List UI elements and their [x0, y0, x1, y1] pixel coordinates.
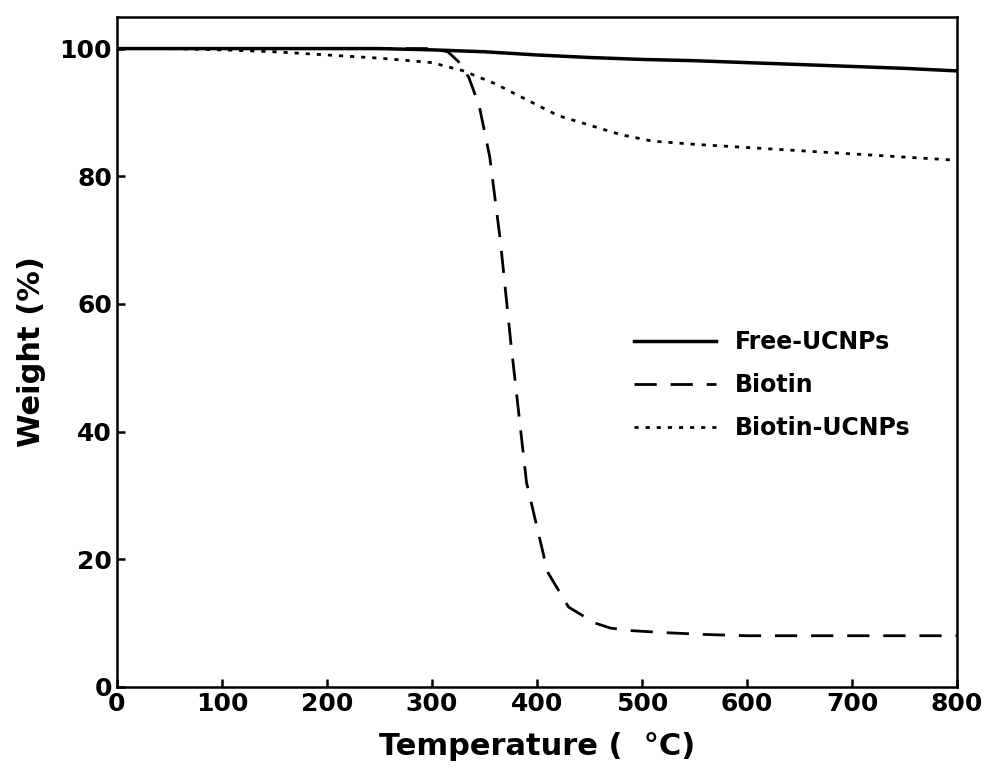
Biotin: [605, 623, 617, 633]
Free-UCNPs: [584, 53, 596, 62]
Biotin-UCNPs: [426, 58, 438, 67]
Biotin: [216, 44, 228, 53]
Biotin: [521, 478, 533, 487]
Free-UCNPs: [373, 44, 385, 53]
Biotin-UCNPs: [647, 136, 659, 145]
Biotin: [626, 626, 638, 636]
Line: Free-UCNPs: Free-UCNPs: [117, 48, 957, 71]
Line: Biotin: Biotin: [117, 48, 957, 636]
Free-UCNPs: [741, 58, 753, 67]
Free-UCNPs: [321, 44, 333, 53]
Biotin: [111, 44, 123, 53]
Biotin: [484, 152, 496, 162]
Line: Biotin-UCNPs: Biotin-UCNPs: [117, 48, 957, 160]
Biotin: [426, 44, 438, 53]
Biotin: [741, 631, 753, 640]
Biotin-UCNPs: [846, 149, 858, 159]
Biotin: [699, 630, 711, 640]
Biotin: [268, 44, 280, 53]
Biotin-UCNPs: [741, 143, 753, 152]
Biotin: [794, 631, 806, 640]
Biotin-UCNPs: [584, 121, 596, 130]
Free-UCNPs: [689, 56, 701, 65]
Free-UCNPs: [216, 44, 228, 53]
Biotin: [473, 101, 485, 110]
Y-axis label: Weight (%): Weight (%): [17, 256, 46, 447]
Free-UCNPs: [636, 54, 648, 64]
Free-UCNPs: [426, 45, 438, 54]
Biotin: [542, 567, 554, 576]
Biotin-UCNPs: [794, 146, 806, 156]
Free-UCNPs: [531, 51, 543, 60]
Biotin-UCNPs: [321, 51, 333, 60]
Biotin-UCNPs: [689, 139, 701, 149]
Free-UCNPs: [268, 44, 280, 53]
Free-UCNPs: [899, 64, 911, 73]
Biotin: [563, 602, 575, 612]
Biotin-UCNPs: [899, 152, 911, 162]
Biotin: [899, 631, 911, 640]
Free-UCNPs: [479, 47, 491, 57]
Biotin-UCNPs: [458, 66, 470, 75]
Free-UCNPs: [846, 61, 858, 71]
Biotin-UCNPs: [951, 156, 963, 165]
Free-UCNPs: [111, 44, 123, 53]
Biotin-UCNPs: [552, 111, 564, 121]
X-axis label: Temperature (  °C): Temperature ( °C): [379, 732, 695, 762]
Biotin: [951, 631, 963, 640]
Biotin-UCNPs: [373, 54, 385, 63]
Biotin: [452, 57, 464, 66]
Legend: Free-UCNPs, Biotin, Biotin-UCNPs: Free-UCNPs, Biotin, Biotin-UCNPs: [624, 321, 920, 450]
Biotin: [657, 628, 669, 637]
Biotin-UCNPs: [111, 44, 123, 53]
Biotin: [589, 619, 601, 628]
Biotin-UCNPs: [216, 45, 228, 54]
Biotin: [373, 44, 385, 53]
Biotin: [505, 338, 517, 347]
Biotin-UCNPs: [521, 95, 533, 104]
Biotin: [846, 631, 858, 640]
Biotin-UCNPs: [489, 79, 501, 89]
Biotin: [463, 72, 475, 82]
Free-UCNPs: [951, 66, 963, 75]
Biotin: [494, 236, 506, 245]
Biotin: [163, 44, 175, 53]
Biotin-UCNPs: [615, 130, 627, 139]
Biotin: [442, 47, 454, 57]
Biotin-UCNPs: [268, 47, 280, 57]
Free-UCNPs: [794, 60, 806, 69]
Biotin-UCNPs: [163, 44, 175, 53]
Biotin: [321, 44, 333, 53]
Free-UCNPs: [163, 44, 175, 53]
